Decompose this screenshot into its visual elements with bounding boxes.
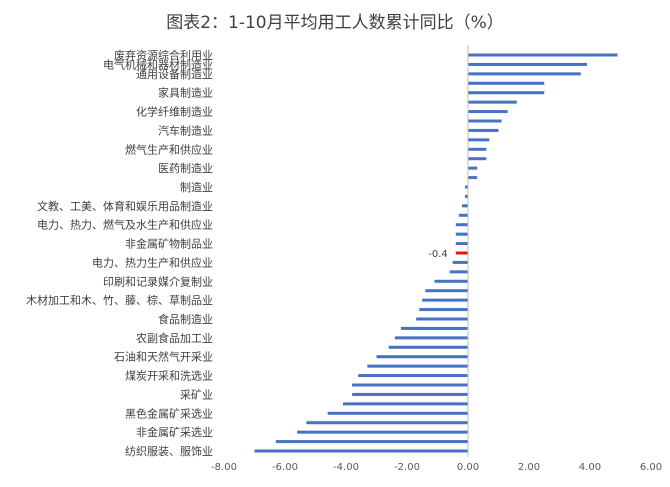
data-labels: -0.4	[428, 249, 448, 260]
category-label: 石油和天然气开采业	[114, 350, 213, 364]
bar	[419, 308, 468, 312]
bar	[352, 383, 468, 387]
category-labels: 废弃资源综合利用业电气机械和器材制造业通用设备制造业家具制造业化学纤维制造业汽车…	[26, 48, 213, 458]
category-label: 食品制造业	[158, 312, 213, 326]
bar	[468, 91, 545, 95]
bar	[342, 402, 468, 406]
category-label: 非金属矿物制品业	[125, 237, 213, 251]
bar	[458, 213, 468, 217]
bar	[468, 62, 587, 66]
bar	[455, 232, 468, 236]
bar	[464, 194, 468, 198]
category-label: 家具制造业	[158, 86, 213, 100]
bar	[455, 223, 468, 227]
bar	[468, 53, 618, 57]
category-label: 采矿业	[180, 388, 213, 401]
bar	[306, 421, 468, 425]
bar	[275, 440, 468, 444]
bar	[254, 449, 468, 453]
category-label: 医药制造业	[158, 161, 213, 175]
category-label: 燃气生产和供应业	[125, 142, 213, 156]
category-label: 化学纤维制造业	[136, 105, 213, 119]
bar	[452, 260, 468, 264]
x-tick-label: -6.00	[272, 462, 298, 473]
bar	[352, 392, 468, 396]
category-label: 煤炭开采和洗选业	[125, 370, 213, 383]
bar	[388, 345, 468, 349]
bar	[434, 279, 468, 283]
x-tick-label: 4.00	[579, 462, 601, 473]
bar	[416, 317, 468, 321]
category-label: 电力、热力生产和供应业	[92, 255, 213, 269]
x-tick-label: 0.00	[457, 462, 479, 473]
x-axis-ticks: -8.00 -6.00 -4.00 -2.00 0.00 2.00 4.00 6.00	[211, 462, 662, 473]
bar	[449, 270, 468, 274]
bar	[367, 364, 468, 368]
bar	[455, 242, 468, 246]
category-label: 纺织服装、服饰业	[125, 444, 213, 458]
bar	[394, 336, 468, 340]
category-label: 印刷和记录媒介复制业	[103, 274, 213, 288]
bar	[468, 81, 545, 85]
bar	[425, 289, 468, 293]
category-label: 废弃资源综合利用业	[114, 48, 213, 62]
bar	[376, 355, 468, 359]
bar	[400, 326, 468, 330]
x-tick-label: 6.00	[640, 462, 662, 473]
x-tick-label: 2.00	[518, 462, 540, 473]
bars-layer	[254, 53, 618, 453]
category-label: 汽车制造业	[158, 123, 213, 137]
category-label: 通用设备制造业	[136, 67, 213, 81]
bar	[468, 119, 502, 123]
bar	[461, 204, 468, 208]
x-tick-label: -2.00	[394, 462, 420, 473]
bar	[468, 176, 478, 180]
bar	[358, 374, 468, 378]
category-label: 文教、工美、体育和娱乐用品制造业	[37, 199, 213, 213]
x-tick-label: -4.00	[333, 462, 359, 473]
bar	[468, 72, 581, 76]
bar	[468, 166, 478, 170]
bar	[297, 430, 468, 434]
bar-highlight	[455, 251, 468, 255]
bar	[468, 157, 487, 161]
bar	[468, 110, 508, 114]
category-label: 木材加工和木、竹、藤、棕、草制品业	[26, 293, 213, 307]
bar	[468, 147, 487, 151]
x-tick-label: -8.00	[211, 462, 237, 473]
category-label: 黑色金属矿采选业	[125, 406, 213, 420]
category-label: 非金属矿采选业	[136, 425, 213, 439]
bar	[464, 185, 468, 189]
bar	[468, 100, 517, 104]
data-label-highlight: -0.4	[428, 249, 448, 260]
category-label: 电气机械和器材制造业	[103, 57, 213, 71]
chart-title: 图表2：1-10月平均用工人数累计同比（%）	[166, 13, 504, 33]
bar	[327, 411, 468, 415]
category-label: 农副食品加工业	[136, 331, 213, 345]
bar	[468, 128, 499, 132]
bar	[422, 298, 468, 302]
category-label: 制造业	[180, 180, 213, 194]
category-label: 电力、热力、燃气及水生产和供应业	[37, 218, 213, 232]
bar	[468, 138, 490, 142]
